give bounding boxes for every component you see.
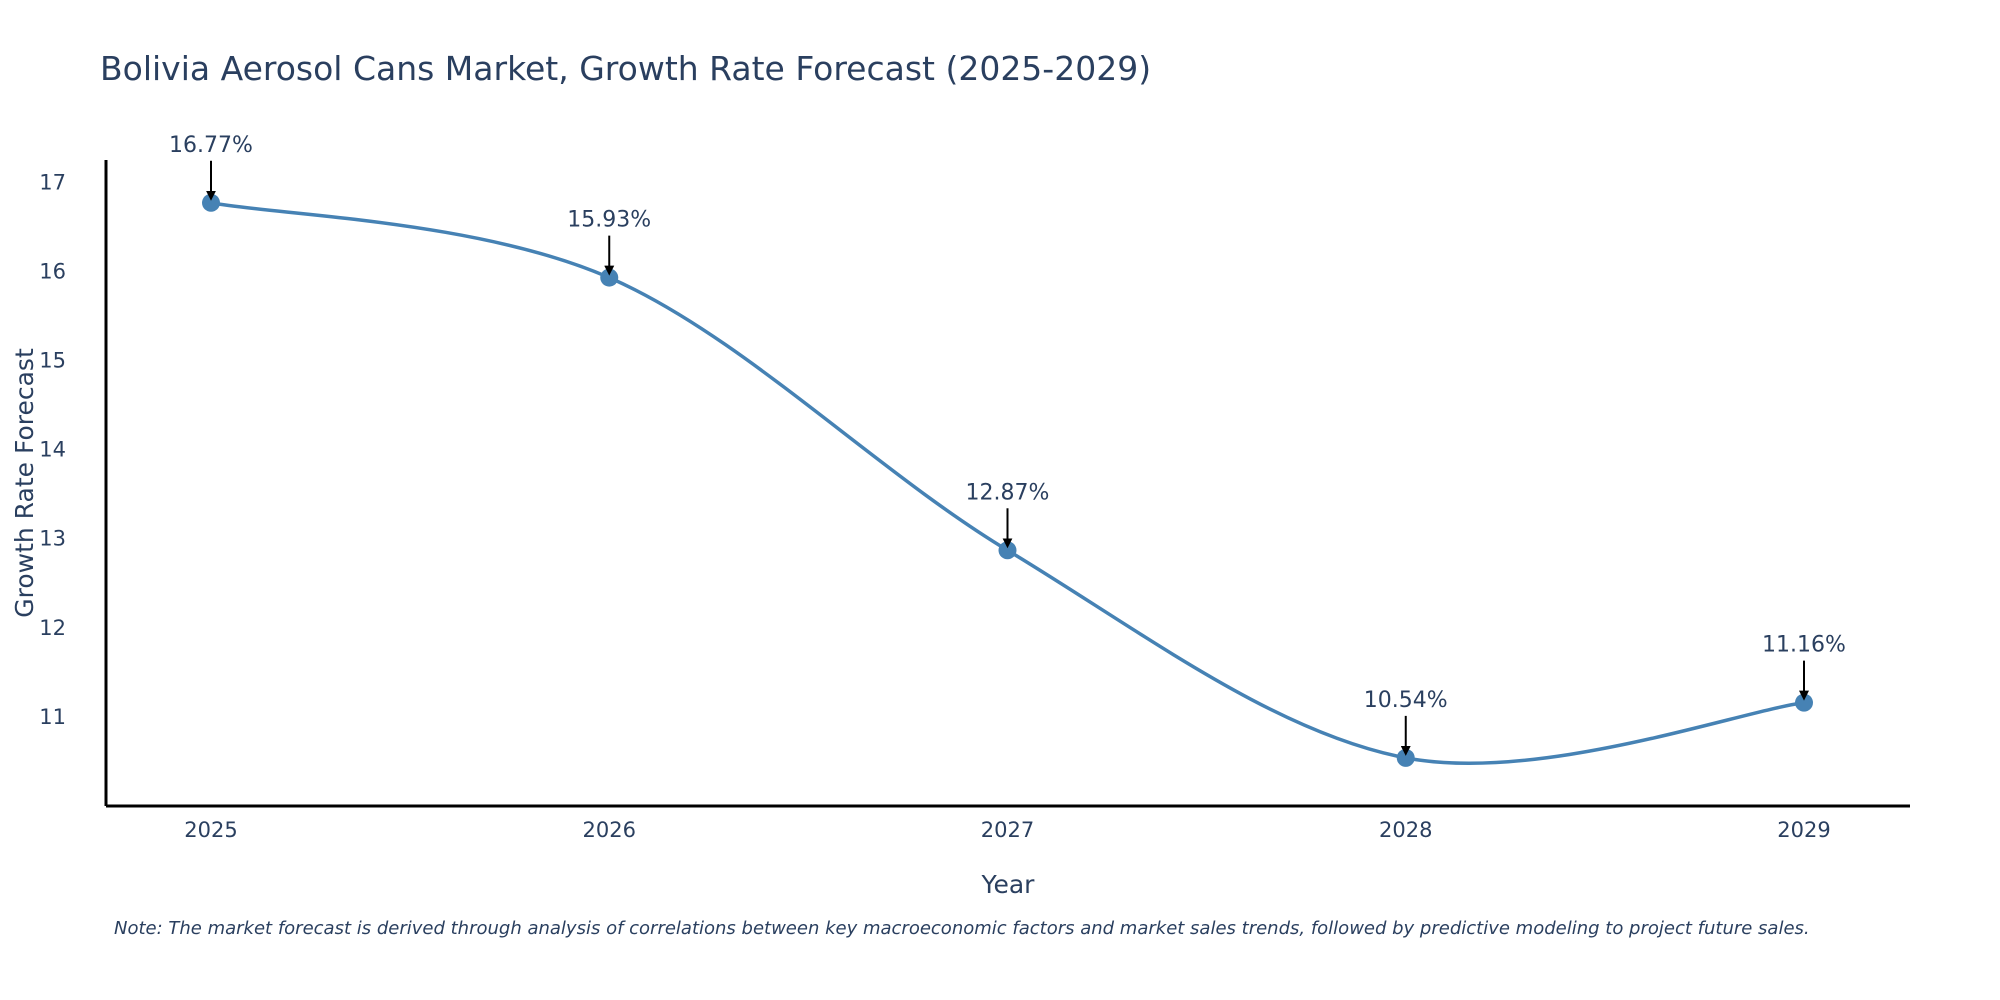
data-point	[600, 268, 619, 287]
y-tick-label: 13	[39, 527, 66, 551]
data-annotations: 16.77% 15.93% 12.87% 10.54% 11.16%	[169, 133, 1846, 756]
data-label: 15.93%	[567, 208, 651, 233]
y-tick-label: 15	[39, 348, 66, 372]
y-tick-label: 11	[39, 705, 66, 729]
y-tick-label: 17	[39, 170, 66, 194]
data-point	[1396, 748, 1415, 767]
data-label: 10.54%	[1364, 688, 1448, 713]
data-label: 16.77%	[169, 133, 253, 158]
x-tick-label: 2025	[184, 818, 237, 842]
x-tick-label: 2026	[583, 818, 636, 842]
x-tick-label: 2027	[981, 818, 1034, 842]
y-tick-label: 12	[39, 616, 66, 640]
footnote: Note: The market forecast is derived thr…	[114, 918, 1810, 939]
y-axis-title: Growth Rate Forecast	[10, 348, 39, 618]
chart-title: Bolivia Aerosol Cans Market, Growth Rate…	[100, 49, 1151, 88]
x-tick-label: 2029	[1777, 818, 1830, 842]
y-axis-ticks: 11 12 13 14 15 16 17	[39, 170, 66, 729]
x-tick-label: 2028	[1379, 818, 1432, 842]
y-tick-label: 16	[39, 259, 66, 283]
data-point	[1795, 693, 1813, 712]
x-axis-ticks: 2025 2026 2027 2028 2029	[184, 818, 1830, 842]
data-label: 12.87%	[966, 480, 1050, 505]
data-point	[998, 541, 1017, 560]
x-axis-title: Year	[981, 870, 1036, 899]
data-label: 11.16%	[1762, 633, 1846, 658]
y-tick-label: 14	[39, 438, 66, 462]
data-point	[202, 193, 220, 212]
